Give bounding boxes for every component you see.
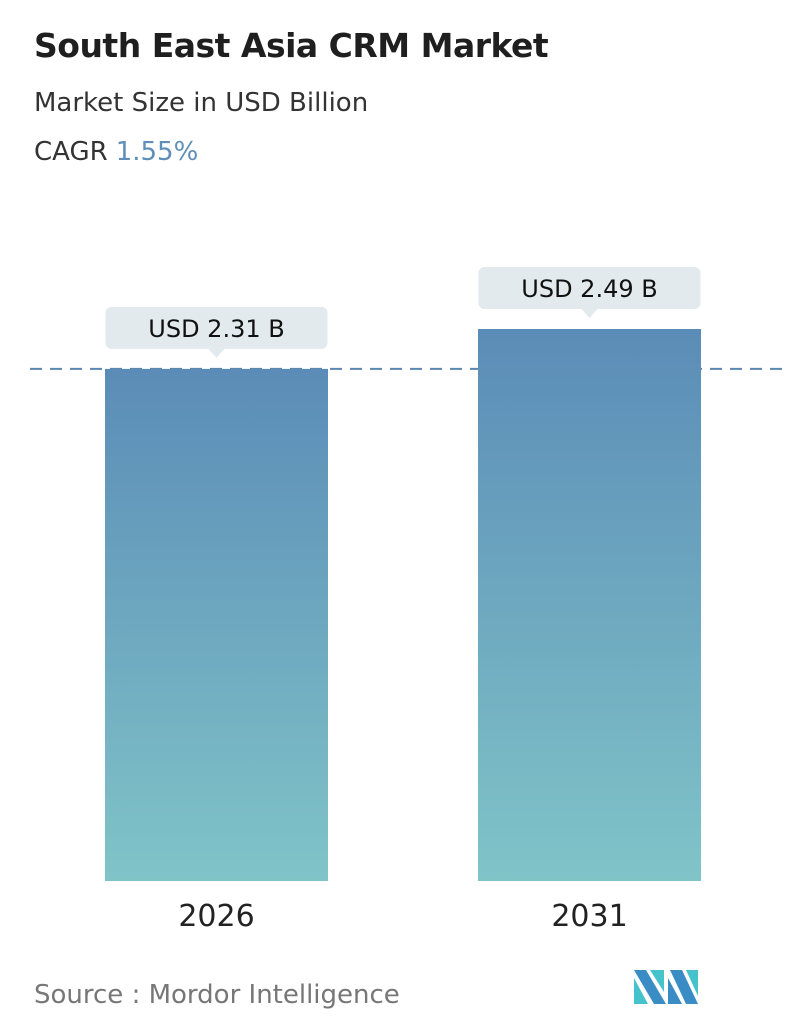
mordor-logo (634, 970, 698, 1004)
data-label: USD 2.49 B (521, 275, 657, 303)
cagr: CAGR 1.55% (34, 137, 198, 167)
source-note: Source : Mordor Intelligence (34, 980, 400, 1010)
data-label: USD 2.31 B (148, 315, 284, 343)
data-label-pointer (208, 348, 225, 358)
data-label-box (478, 267, 701, 309)
x-tick-label: 2031 (551, 899, 627, 934)
data-label-pointer (581, 309, 598, 318)
data-label-box (105, 306, 328, 349)
chart-title: South East Asia CRM Market (34, 26, 549, 65)
cagr-label: CAGR (34, 137, 108, 167)
cagr-value: 1.55% (115, 137, 199, 167)
bar-2031 (478, 329, 701, 881)
bar-2026 (105, 368, 328, 881)
bar-chart: USD 2.31 B 2026 USD 2.49 B 2031 (30, 267, 790, 934)
chart-subtitle: Market Size in USD Billion (34, 88, 369, 118)
x-tick-label: 2026 (178, 899, 254, 934)
